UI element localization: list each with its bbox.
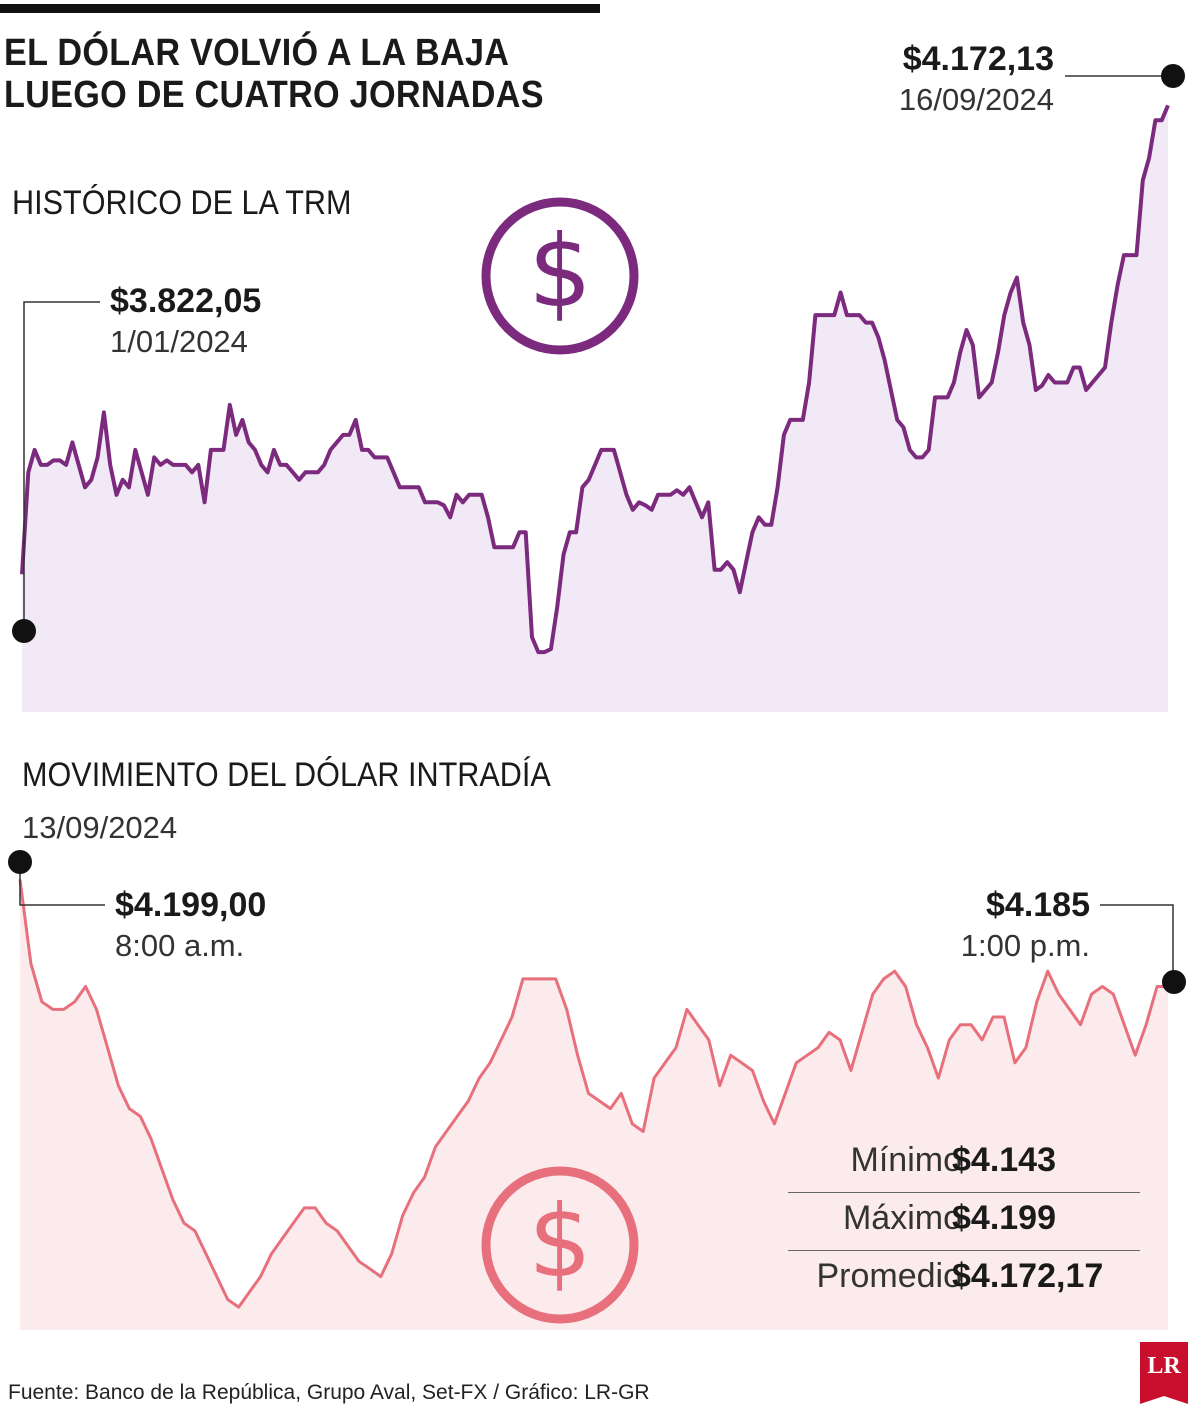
trm-chart: $	[12, 64, 1185, 712]
intraday-chart-title: MOVIMIENTO DEL DÓLAR INTRADÍA	[22, 756, 551, 794]
intraday-open-leader-line	[19, 862, 105, 906]
dollar-circle-icon: $	[481, 197, 639, 355]
intraday-chart: $	[8, 850, 1186, 1330]
trm-area-fill	[22, 105, 1168, 712]
trm-series-line	[20, 104, 1170, 655]
stat-row-avg: Promedio $4.172,17	[780, 1251, 1140, 1309]
trm-start-date: 1/01/2024	[110, 324, 248, 359]
trm-end-value: $4.172,13	[902, 40, 1054, 78]
trm-chart-title: HISTÓRICO DE LA TRM	[12, 184, 352, 222]
stat-row-min: Mínimo $4.143	[780, 1135, 1140, 1193]
stat-label: Mínimo	[850, 1141, 962, 1179]
trm-end-date: 16/09/2024	[898, 82, 1054, 117]
svg-text:$: $	[528, 1183, 592, 1300]
top-rule	[0, 4, 600, 13]
intraday-close-time: 1:00 p.m.	[960, 928, 1090, 963]
dollar-circle-icon: $	[481, 1166, 639, 1324]
headline: EL DÓLAR VOLVIÓ A LA BAJA LUEGO DE CUATR…	[4, 32, 544, 116]
headline-line-1: EL DÓLAR VOLVIÓ A LA BAJA	[4, 32, 510, 74]
intraday-area-fill	[20, 879, 1168, 1330]
stat-value: $4.172,17	[952, 1257, 1104, 1295]
stat-divider	[788, 1191, 1140, 1193]
intraday-open-time: 8:00 a.m.	[115, 928, 245, 963]
svg-text:$: $	[528, 213, 592, 330]
stat-value: $4.199	[952, 1199, 1056, 1237]
intraday-date: 13/09/2024	[22, 810, 178, 845]
stat-value: $4.143	[952, 1141, 1056, 1179]
trm-end-point	[1161, 64, 1185, 88]
intraday-close-point	[1162, 970, 1186, 994]
intraday-close-leader-line	[1100, 904, 1174, 980]
intraday-open-value: $4.199,00	[115, 886, 267, 924]
stats-table: Mínimo $4.143 Máximo $4.199 Promedio $4.…	[780, 1135, 1140, 1309]
source-credit: Fuente: Banco de la República, Grupo Ava…	[8, 1381, 650, 1404]
trm-start-value: $3.822,05	[110, 282, 262, 320]
stat-label: Máximo	[842, 1199, 962, 1237]
intraday-open-point	[8, 850, 32, 874]
intraday-close-value: $4.185	[986, 886, 1090, 924]
intraday-series-line	[18, 879, 1168, 1309]
lr-logo: LR	[1140, 1342, 1188, 1404]
stat-row-max: Máximo $4.199	[780, 1193, 1140, 1251]
stat-label: Promedio	[816, 1257, 962, 1295]
stat-divider	[788, 1249, 1140, 1251]
headline-line-2: LUEGO DE CUATRO JORNADAS	[4, 74, 544, 116]
trm-start-leader-line	[23, 301, 100, 630]
trm-start-point	[12, 619, 36, 643]
